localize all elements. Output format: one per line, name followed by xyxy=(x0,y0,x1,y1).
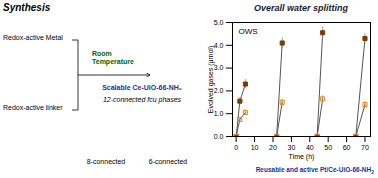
svg-text:20: 20 xyxy=(269,144,277,151)
svg-text:Evolved gases (μmol): Evolved gases (μmol) xyxy=(207,46,215,113)
svg-text:Time (h): Time (h) xyxy=(289,153,315,161)
svg-text:10: 10 xyxy=(251,144,259,151)
svg-text:3.0: 3.0 xyxy=(214,64,224,71)
svg-text:1.0: 1.0 xyxy=(214,110,224,117)
svg-text:0.0: 0.0 xyxy=(214,133,224,140)
svg-text:60: 60 xyxy=(343,144,351,151)
svg-text:5.0: 5.0 xyxy=(214,19,224,26)
html-text:8-connected: 8-connected xyxy=(86,158,126,165)
html-text:Redox-active Metal: Redox-active Metal xyxy=(3,34,63,41)
html-text:Redox-active linker: Redox-active linker xyxy=(3,104,63,111)
html-text:6-connected: 6-connected xyxy=(148,158,188,165)
html-text:Synthesis: Synthesis xyxy=(3,2,51,13)
svg-text:70: 70 xyxy=(361,144,369,151)
svg-text:40: 40 xyxy=(306,144,314,151)
html-text:Overall water splitting: Overall water splitting xyxy=(254,3,348,13)
svg-text:50: 50 xyxy=(324,144,332,151)
svg-text:30: 30 xyxy=(287,144,295,151)
html-text:Reusable and active Pt/Ce-UiO-: Reusable and active Pt/Ce-UiO-66-NH2 xyxy=(255,166,374,176)
svg-text:4.0: 4.0 xyxy=(214,42,224,49)
html-text:Scalable Ce-UiO-66-NH₂: Scalable Ce-UiO-66-NH₂ xyxy=(102,84,182,91)
svg-text:OWS: OWS xyxy=(239,27,258,36)
svg-text:2.0: 2.0 xyxy=(214,87,224,94)
svg-text:0: 0 xyxy=(234,144,238,151)
html-text:12-connected fcu phases: 12-connected fcu phases xyxy=(102,96,182,103)
html-text:Room Temperature: Room Temperature xyxy=(92,50,134,65)
